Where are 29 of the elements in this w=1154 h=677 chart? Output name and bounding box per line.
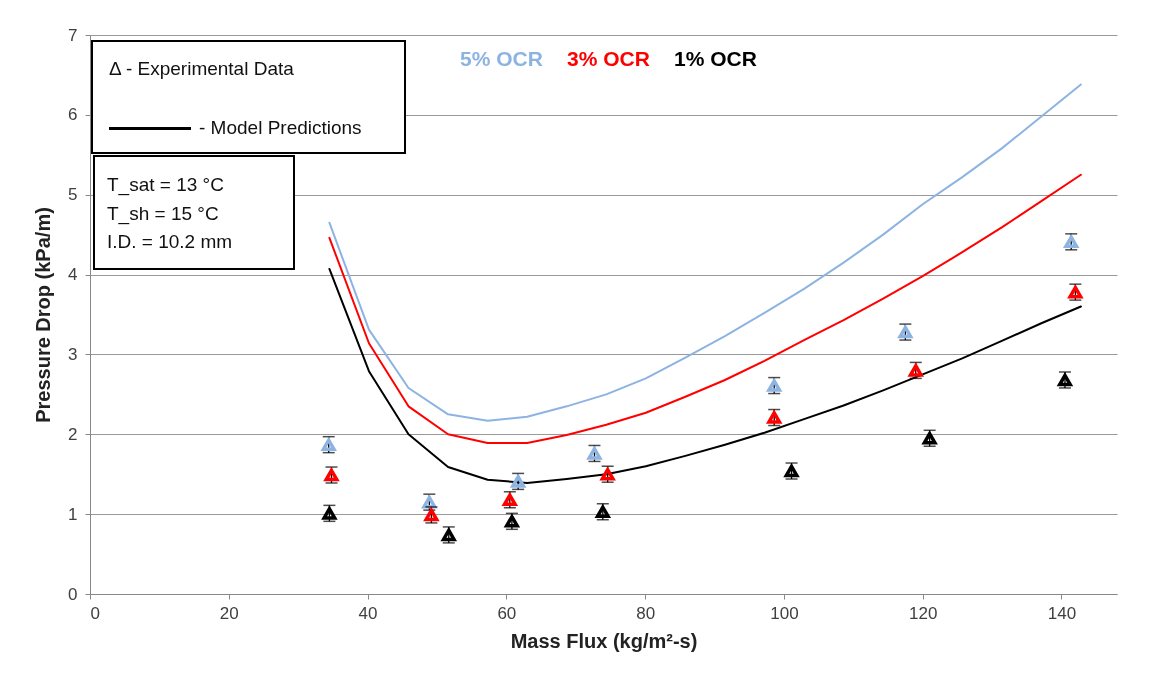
text-box: T_sat = 13 °C T_sh = 15 °C I.D. = 10.2 mm bbox=[93, 155, 295, 270]
y-tick-label: 1 bbox=[68, 504, 78, 524]
x-tick-label: 80 bbox=[636, 603, 656, 623]
x-tick-label: 60 bbox=[497, 603, 517, 623]
text-box: Δ - Experimental Data - Model Predictions bbox=[91, 40, 406, 154]
annotation: - Model Predictions bbox=[199, 117, 362, 139]
text: 1% OCR bbox=[674, 47, 757, 70]
y-tick-label: 7 bbox=[68, 25, 78, 45]
x-tick-label: 100 bbox=[770, 603, 799, 623]
text: 5% OCR bbox=[460, 47, 543, 70]
y-axis-title: Pressure Drop (kPa/m) bbox=[32, 207, 55, 423]
y-tick-label: 2 bbox=[68, 424, 78, 444]
line-series bbox=[328, 173, 1082, 445]
x-tick-label: 40 bbox=[358, 603, 378, 623]
y-tick-label: 4 bbox=[68, 265, 78, 285]
annotation: T_sh = 15 °C bbox=[107, 203, 219, 225]
x-tick-label: 20 bbox=[219, 603, 239, 623]
y-tick-label: 3 bbox=[68, 344, 78, 364]
annotation: I.D. = 10.2 mm bbox=[107, 231, 233, 253]
annotation: T_sat = 13 °C bbox=[107, 174, 224, 196]
y-tick-label: 0 bbox=[68, 584, 78, 604]
x-tick-label: 140 bbox=[1047, 603, 1077, 623]
text: 3% OCR bbox=[567, 47, 650, 70]
x-tick-label: 0 bbox=[90, 603, 100, 623]
annotation: Δ - Experimental Data bbox=[109, 58, 294, 80]
y-tick-label: 6 bbox=[68, 105, 78, 125]
y-tick-label: 5 bbox=[68, 185, 78, 205]
x-tick-label: 120 bbox=[909, 603, 938, 623]
x-axis-title: Mass Flux (kg/m²-s) bbox=[510, 629, 698, 652]
